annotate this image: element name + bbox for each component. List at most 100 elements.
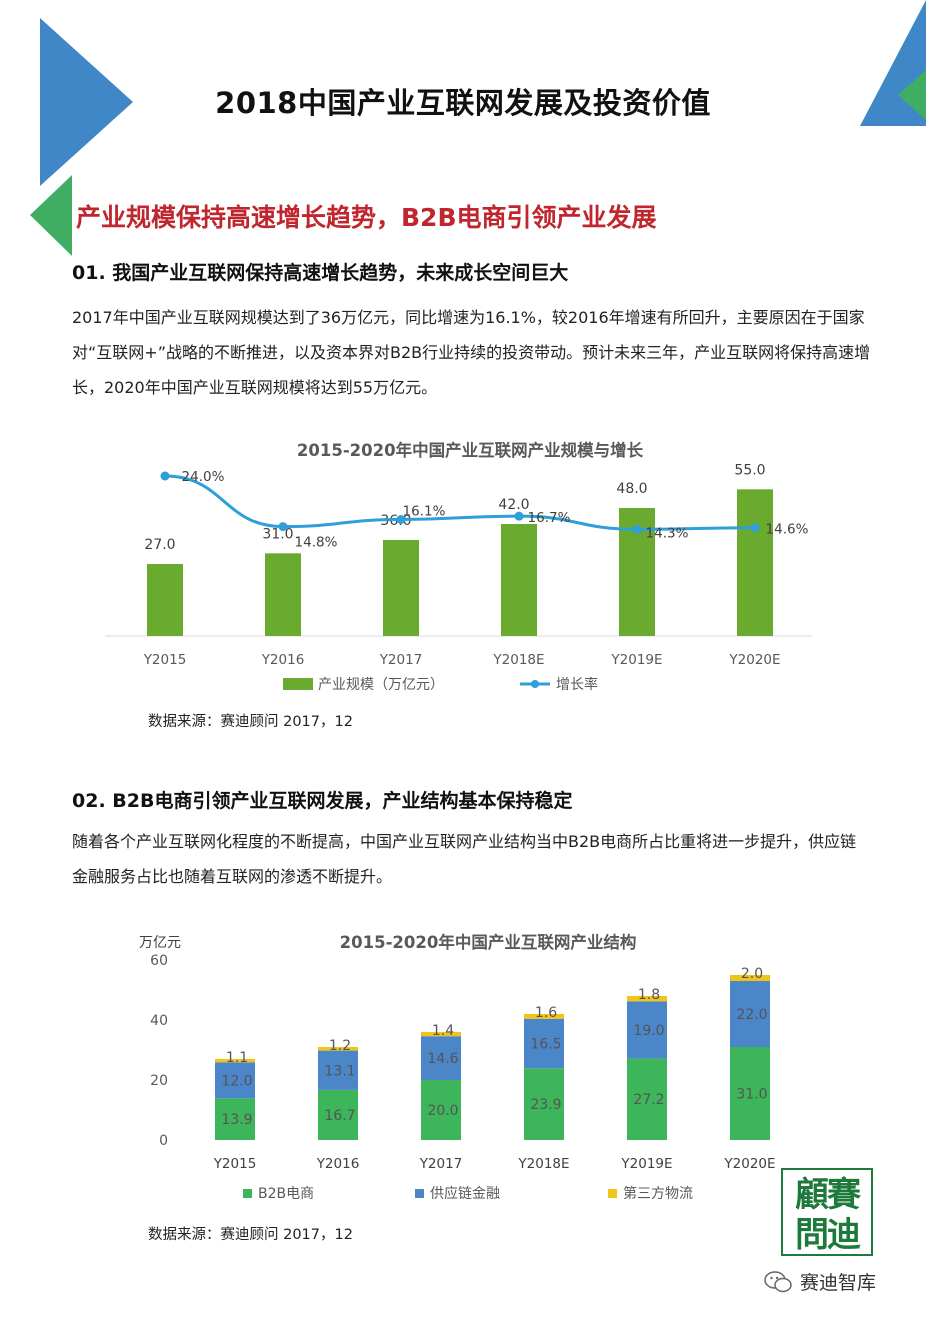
decor-right-triangle [860, 0, 926, 126]
chart2-y-tick: 20 [150, 1073, 168, 1089]
chart2-y-tick: 40 [150, 1013, 168, 1029]
chart1-growth-label: 16.7% [528, 510, 571, 526]
section1-heading: 01. 我国产业互联网保持高速增长趋势，未来成长空间巨大 [72, 262, 569, 284]
chart2-bar-segment [730, 1047, 770, 1140]
chart1-bar-label: 48.0 [616, 481, 647, 497]
chart2-x-tick: Y2016 [316, 1156, 360, 1172]
chart2-legend-label: 第三方物流 [623, 1185, 693, 1202]
chart1-growth-label: 16.1% [403, 503, 446, 519]
chart1-legend-label-line: 增长率 [556, 676, 598, 693]
chart1-growth-point [514, 511, 524, 521]
chart2-bar-segment [627, 1001, 667, 1059]
chart2-data-label: 22.0 [736, 1007, 767, 1023]
chart1-growth-point [160, 471, 170, 481]
chart1-x-tick: Y2017 [379, 652, 423, 668]
chart2-bar-segment [524, 1018, 564, 1069]
chart2-data-label: 13.9 [221, 1112, 252, 1128]
chart1-legend-marker [531, 680, 539, 688]
chart2-title: 2015-2020年中国产业互联网产业结构 [340, 932, 637, 952]
chart1-x-tick: Y2019E [610, 652, 662, 668]
chart2-bar-segment [215, 1098, 255, 1140]
chart2-data-label: 2.0 [741, 966, 763, 982]
brand-name: 赛迪智库 [800, 1272, 877, 1294]
chart1-growth-point [632, 524, 642, 534]
chart2-legend-swatch [243, 1189, 252, 1198]
page-title: 2018中国产业互联网发展及投资价值 [215, 86, 711, 120]
chart1-title: 2015-2020年中国产业互联网产业规模与增长 [297, 440, 644, 460]
chart1-growth-label: 14.8% [295, 535, 338, 551]
chart2-data-label: 23.9 [530, 1097, 561, 1113]
chart-industry-structure: 2015-2020年中国产业互联网产业结构 万亿元 0 20 40 60 13.9 12.0 1… [139, 932, 776, 1202]
footer-brand: 赛迪智库 [764, 1268, 876, 1295]
chart2-bar-segment [730, 981, 770, 1047]
chart1-x-tick: Y2015 [143, 652, 187, 668]
chart1-bar [501, 524, 537, 636]
chart2-legend-label: B2B电商 [258, 1186, 314, 1202]
chart2-bar-segment [421, 1080, 461, 1140]
chart1-bar [147, 564, 183, 636]
chart1-growth-line [164, 474, 756, 531]
chart2-data-label: 14.6 [427, 1051, 458, 1067]
chart1-bar-label: 55.0 [734, 462, 765, 478]
chart2-data-label: 1.6 [535, 1005, 557, 1021]
chart2-y-label: 万亿元 [139, 935, 181, 951]
chart2-source: 数据来源：赛迪顾问 2017，12 [148, 1227, 353, 1243]
chart2-data-label: 1.2 [329, 1038, 351, 1054]
chart2-data-label: 27.2 [633, 1092, 664, 1108]
section-heading: 产业规模保持高速增长趋势，B2B电商引领产业发展 [76, 203, 657, 232]
chart2-x-tick: Y2015 [213, 1156, 257, 1172]
chart2-bar-segment [524, 1068, 564, 1140]
chart2-data-label: 19.0 [633, 1023, 664, 1039]
chart1-bar [265, 553, 301, 636]
chart2-data-label: 13.1 [324, 1063, 355, 1079]
section1-paragraph: 2017年中国产业互联网规模达到了36万亿元，同比增速为16.1%，较2016年… [72, 308, 871, 397]
chart-scale-growth: 2015-2020年中国产业互联网产业规模与增长 27.0 Y2015 31.0 Y20… [105, 440, 812, 693]
chart1-growth-label: 14.6% [766, 522, 809, 538]
chart2-bar-segment [215, 1062, 255, 1099]
chart2-x-tick: Y2019E [620, 1156, 672, 1172]
chart1-x-tick: Y2020E [728, 652, 780, 668]
chart2-y-tick: 0 [159, 1133, 168, 1149]
chart2-legend-swatch [608, 1189, 617, 1198]
chart2-bar-segment [627, 996, 667, 1002]
chart2-bar-segment [730, 975, 770, 981]
chart2-data-label: 16.7 [324, 1108, 355, 1124]
chart1-growth-label: 24.0% [182, 469, 225, 485]
svg-text:問迪: 問迪 [795, 1215, 861, 1255]
chart2-bar-segment [318, 1047, 358, 1051]
chart2-data-label: 31.0 [736, 1087, 767, 1103]
chart2-data-label: 1.8 [638, 987, 660, 1003]
decor-left-triangle [30, 18, 133, 256]
chart1-bar [383, 540, 419, 636]
chart2-bar-segment [524, 1014, 564, 1019]
chart2-x-tick: Y2017 [419, 1156, 463, 1172]
chart1-bar-label: 27.0 [144, 537, 175, 553]
chart2-x-tick: Y2018E [517, 1156, 569, 1172]
chart1-legend-swatch-bar [283, 678, 313, 690]
chart2-bar-segment [215, 1059, 255, 1063]
chart1-source: 数据来源：赛迪顾问 2017，12 [148, 714, 353, 730]
chart1-x-tick: Y2016 [261, 652, 305, 668]
chart2-data-label: 16.5 [530, 1037, 561, 1053]
saidi-seal-logo: 顧賽 問迪 [781, 1168, 873, 1256]
section2-paragraph: 随着各个产业互联网化程度的不断提高，中国产业互联网产业结构当中B2B电商所占比重… [72, 832, 857, 886]
chart1-growth-point [750, 523, 760, 533]
chart2-y-tick: 60 [150, 953, 168, 969]
chart2-data-label: 20.0 [427, 1103, 458, 1119]
chart2-bar-segment [627, 1058, 667, 1140]
chart1-bar-label: 31.0 [262, 526, 293, 542]
chart1-growth-point [396, 514, 406, 524]
chart2-data-label: 1.4 [432, 1023, 454, 1039]
chart2-bar-segment [318, 1089, 358, 1140]
wechat-icon [764, 1270, 792, 1292]
chart2-legend-swatch [415, 1189, 424, 1198]
chart2-legend-label: 供应链金融 [430, 1185, 500, 1202]
chart1-growth-label: 14.3% [646, 525, 689, 541]
chart1-bar-label: 42.0 [498, 497, 529, 513]
chart1-growth-point [278, 522, 288, 532]
section2-heading: 02. B2B电商引领产业互联网发展，产业结构基本保持稳定 [72, 790, 573, 812]
chart2-data-label: 1.1 [226, 1050, 248, 1066]
chart2-bar-segment [421, 1032, 461, 1037]
chart1-x-tick: Y2018E [492, 652, 544, 668]
chart2-data-label: 12.0 [221, 1073, 252, 1089]
